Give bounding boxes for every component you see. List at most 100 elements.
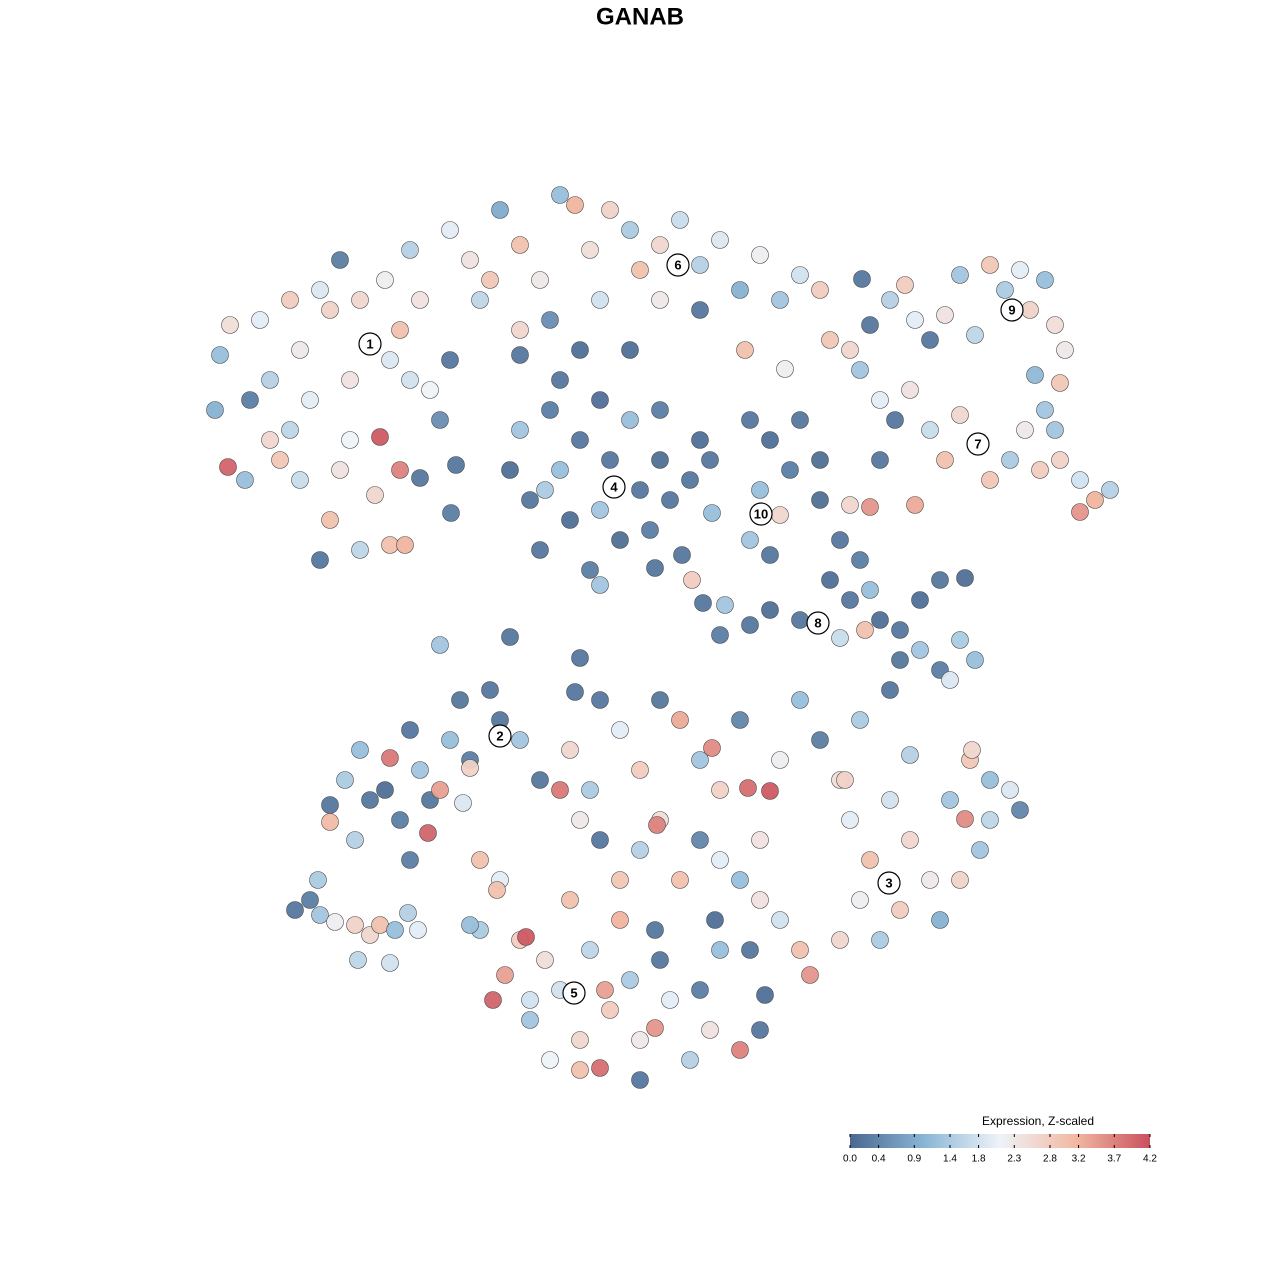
cell-point [411,761,429,779]
cell-point [471,291,489,309]
cluster-label: 9 [1000,298,1024,322]
cell-point [936,306,954,324]
colorbar-tick-label: 0.4 [872,1154,886,1165]
cluster-label-text: 3 [885,875,892,890]
cell-point [901,831,919,849]
cell-point [1031,461,1049,479]
cell-point [631,841,649,859]
colorbar-tick-label: 1.8 [972,1154,986,1165]
cell-point [551,371,569,389]
cell-point [301,391,319,409]
cell-point [621,221,639,239]
colorbar-tick-label: 3.7 [1107,1154,1121,1165]
cluster-label-badge [666,253,690,277]
cell-point [211,346,229,364]
cell-point [581,941,599,959]
cell-point [691,751,709,769]
cluster-label: 3 [877,871,901,895]
cell-point [851,711,869,729]
cell-point [681,1051,699,1069]
colorbar-tick-label: 0.0 [843,1154,857,1165]
cell-point [661,491,679,509]
cell-point [701,451,719,469]
cell-point [566,196,584,214]
cell-point [841,811,859,829]
cell-point [591,501,609,519]
cell-point [739,779,757,797]
cell-point [206,401,224,419]
cell-point [771,911,789,929]
cell-point [871,451,889,469]
cell-point [811,451,829,469]
cell-point [911,591,929,609]
cell-point [511,346,529,364]
cluster-label-badge [749,502,773,526]
cell-point [841,496,859,514]
cell-point [691,981,709,999]
cell-point [336,771,354,789]
cell-point [631,761,649,779]
cell-point [681,471,699,489]
cell-point [461,916,479,934]
cell-point [836,771,854,789]
cell-point [931,911,949,929]
cell-point [561,741,579,759]
cell-point [571,811,589,829]
colorbar-title: Expression, Z-scaled [982,1114,1094,1128]
cell-point [861,316,879,334]
cell-point [411,291,429,309]
cell-point [591,291,609,309]
cell-point [673,546,691,564]
cluster-label-text: 5 [570,985,577,1000]
cell-point [261,371,279,389]
cluster-label-text: 8 [814,615,821,630]
cell-point [611,871,629,889]
cell-point [241,391,259,409]
cell-point [1051,451,1069,469]
cell-point [831,531,849,549]
cell-point [791,941,809,959]
cell-point [761,601,779,619]
cell-point [871,611,889,629]
cell-point [1011,261,1029,279]
cell-point [671,871,689,889]
cell-point [381,351,399,369]
cell-point [321,301,339,319]
cluster-label-badge [806,611,830,635]
colorbar-tick-label: 1.4 [943,1154,957,1165]
cell-point [461,759,479,777]
cell-point [531,541,549,559]
cell-point [931,571,949,589]
cell-point [411,469,429,487]
cell-point [801,966,819,984]
cell-point [484,991,502,1009]
cell-point [581,241,599,259]
cell-point [396,536,414,554]
cell-point [651,951,669,969]
cell-point [1086,491,1104,509]
cell-point [791,691,809,709]
cell-point [571,431,589,449]
cell-point [386,921,404,939]
cell-point [381,536,399,554]
cell-point [896,276,914,294]
cell-point [951,266,969,284]
cell-point [1016,421,1034,439]
cell-point [381,749,399,767]
cell-point [561,511,579,529]
cell-point [771,506,789,524]
cell-point [531,771,549,789]
cell-point [966,326,984,344]
cell-point [646,921,664,939]
cell-point [551,461,569,479]
cell-point [431,411,449,429]
cell-point [736,341,754,359]
cell-point [601,1001,619,1019]
cell-point [891,621,909,639]
cell-point [441,221,459,239]
cell-point [841,591,859,609]
cell-point [861,498,879,516]
cell-point [756,986,774,1004]
cell-point [651,236,669,254]
